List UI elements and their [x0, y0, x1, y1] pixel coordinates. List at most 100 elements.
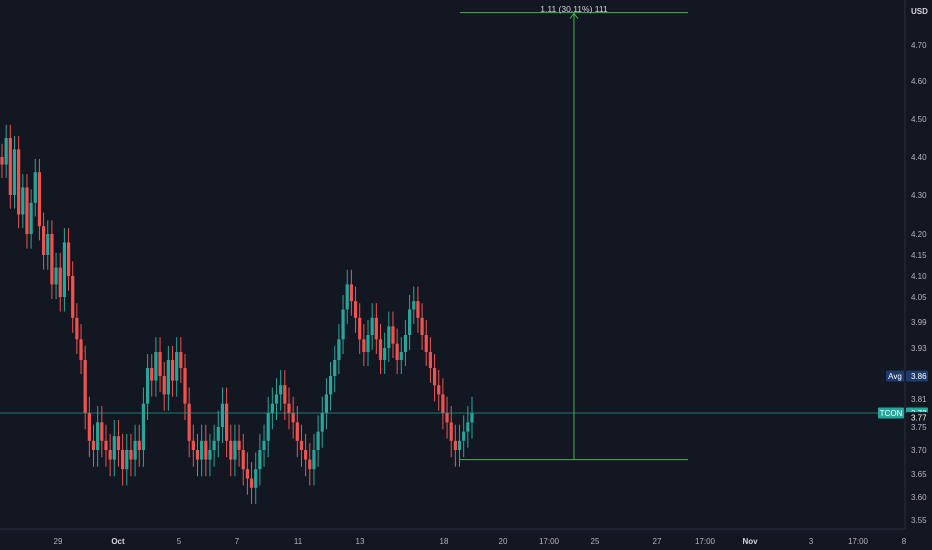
- candle-body: [208, 450, 212, 460]
- candle-body: [408, 309, 412, 335]
- candle-body: [141, 403, 146, 450]
- candle-body: [262, 440, 266, 450]
- measure-label: 1.11 (30.11%) 111: [540, 4, 608, 14]
- candle-body: [403, 335, 408, 352]
- candle-body: [437, 385, 441, 395]
- measure-arrow-icon: [569, 12, 579, 19]
- candle-body: [25, 187, 29, 234]
- candle-body: [274, 394, 279, 404]
- last-tag-label: TCON: [880, 409, 903, 418]
- candle-body: [183, 368, 187, 404]
- candle-body: [395, 343, 399, 360]
- candle-body: [457, 440, 462, 450]
- currency-label: USD: [911, 7, 928, 16]
- candle-body: [466, 422, 470, 432]
- candle-body: [162, 376, 166, 395]
- candle-body: [121, 450, 125, 470]
- candle-body: [54, 267, 58, 285]
- candle-body: [83, 360, 87, 413]
- candle-body: [358, 317, 362, 340]
- candle-body: [345, 284, 349, 310]
- price-tick-label: 4.15: [911, 251, 927, 260]
- candle-body: [108, 450, 112, 460]
- candle-body: [225, 403, 229, 441]
- candle-body: [116, 436, 121, 450]
- avg-tag-value-box: [906, 370, 928, 382]
- candle-body: [254, 469, 258, 488]
- candle-body: [66, 242, 71, 276]
- price-tick-label: 4.40: [911, 153, 927, 162]
- time-tick-label: 20: [499, 537, 508, 546]
- candle-body: [46, 234, 50, 255]
- price-tick-label: 4.10: [911, 272, 927, 281]
- candle-body: [399, 352, 403, 360]
- candle-body: [8, 138, 12, 195]
- price-range-measure[interactable]: 1.11 (30.11%) 111: [460, 4, 688, 461]
- price-tick-label: 3.99: [911, 318, 927, 327]
- candle-body: [341, 309, 345, 340]
- candle-body: [391, 326, 395, 344]
- candle-body: [104, 440, 108, 450]
- candle-body: [175, 352, 179, 381]
- time-tick-label: 29: [54, 537, 63, 546]
- candle-body: [204, 440, 208, 460]
- candle-body: [316, 431, 320, 450]
- candle-body: [212, 440, 216, 450]
- price-axis[interactable]: USD 4.70 4.60 4.50 4.40 4.30 4.20 4.15 4.10 4.05…: [911, 7, 928, 525]
- candle-body: [33, 172, 37, 203]
- candle-body: [237, 440, 241, 450]
- candle-body: [283, 385, 287, 404]
- time-tick-label: 3: [809, 537, 814, 546]
- price-tick-label: 4.60: [911, 77, 927, 86]
- candle-body: [266, 413, 270, 441]
- candle-body: [445, 413, 449, 423]
- candle-body: [220, 403, 225, 427]
- candle-body: [29, 202, 33, 234]
- candle-body: [353, 301, 358, 318]
- avg-tag-label: Avg: [888, 372, 902, 381]
- candle-body: [270, 403, 274, 413]
- candle-body: [287, 403, 291, 413]
- plain-tag-value: 3.77: [911, 414, 927, 423]
- last-tag-label-box: [878, 407, 904, 419]
- time-tick-label: 27: [653, 537, 662, 546]
- candle-body: [129, 450, 133, 460]
- time-tick-label: 5: [177, 537, 182, 546]
- candle-body: [470, 413, 474, 423]
- candle-body: [378, 339, 383, 360]
- candle-body: [462, 431, 466, 441]
- candle-body: [387, 326, 391, 348]
- candle-body: [50, 234, 54, 285]
- candle-body: [150, 368, 154, 381]
- candles-layer: [0, 124, 474, 504]
- candle-body: [420, 317, 424, 335]
- price-tick-label: 3.93: [911, 344, 927, 353]
- time-tick-label: 7: [235, 537, 240, 546]
- candle-body: [41, 226, 46, 255]
- candle-body: [428, 352, 433, 368]
- candle-body: [279, 385, 283, 395]
- candle-body: [383, 348, 387, 360]
- candle-body: [229, 440, 233, 460]
- price-tick-label: 3.60: [911, 493, 927, 502]
- time-tick-label: 11: [294, 537, 303, 546]
- candle-body: [416, 301, 420, 318]
- candle-body: [145, 368, 150, 404]
- price-tick-label: 3.55: [911, 516, 927, 525]
- plain-tag-value-box: [906, 412, 928, 424]
- candle-body: [12, 149, 17, 195]
- price-tick-label: 3.70: [911, 446, 927, 455]
- candle-body: [258, 450, 262, 470]
- time-axis[interactable]: 29 Oct 5 7 11 13 18 20 17:00 25 27 17:00 Nov 3 17:00 8: [54, 537, 907, 546]
- time-tick-label: Oct: [111, 537, 125, 546]
- candle-body: [241, 450, 245, 470]
- price-tick-label: 4.50: [911, 115, 927, 124]
- candle-body: [308, 459, 312, 470]
- candle-body: [295, 422, 299, 441]
- price-tick-label: 4.70: [911, 41, 927, 50]
- candle-body: [137, 440, 141, 450]
